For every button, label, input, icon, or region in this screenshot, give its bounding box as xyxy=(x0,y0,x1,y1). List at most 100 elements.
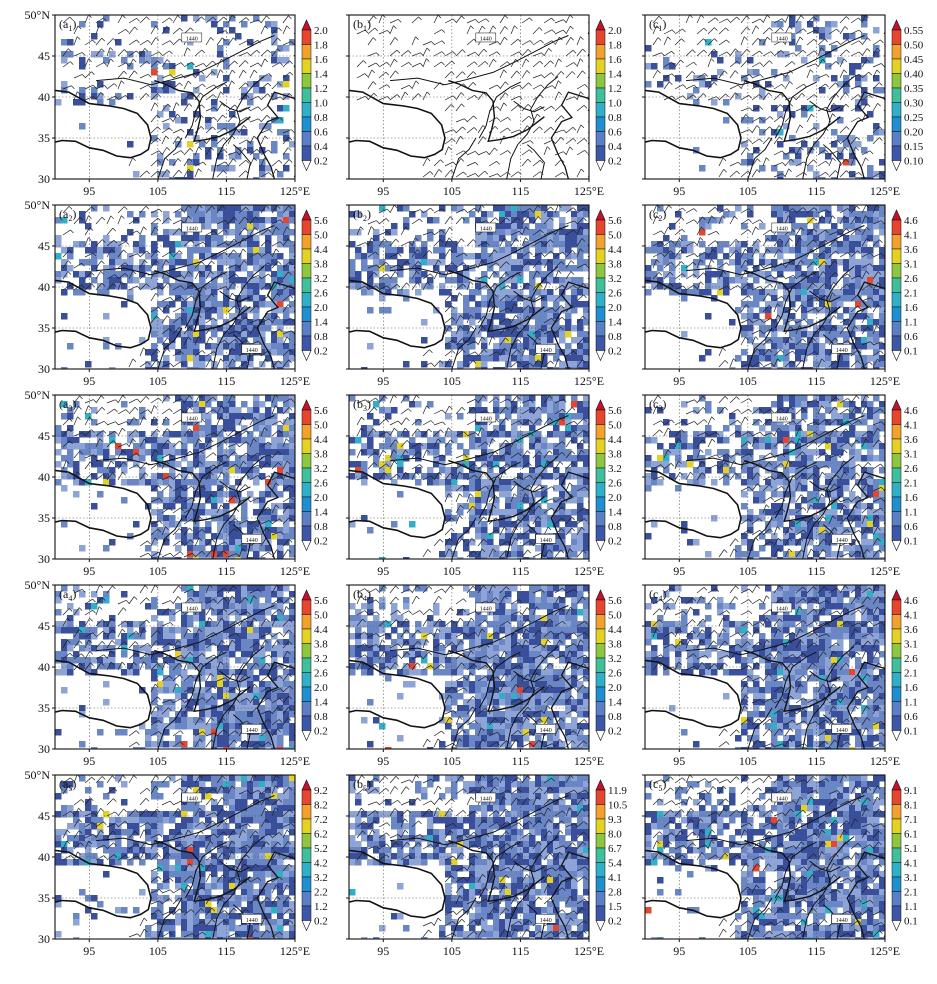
contour-label: 1440 xyxy=(480,606,492,612)
colorbar-tick-label: 2.6 xyxy=(608,288,622,300)
x-tick-label: 105 xyxy=(443,184,461,198)
x-tick-label: 125°E xyxy=(870,184,900,198)
colorbar-tick-label: 0.8 xyxy=(314,521,328,533)
x-tick-label: 95 xyxy=(673,184,685,198)
colorbar: 5.6 5.0 4.4 3.8 3.2 2.6 2.0 1.4 0.8 0.2 xyxy=(301,589,328,742)
x-tick-label: 95 xyxy=(83,564,95,578)
colorbar-tick-label: 3.2 xyxy=(608,273,622,285)
colorbar-tick-label: 1.1 xyxy=(904,317,918,329)
panel-label: (b5) xyxy=(353,777,371,793)
contour-label: 1440 xyxy=(186,36,198,42)
x-tick-label: 105 xyxy=(443,564,461,578)
x-tick-label: 105 xyxy=(739,374,757,388)
contour-label: 1440 xyxy=(186,416,198,422)
x-tick-label: 115 xyxy=(512,754,530,768)
wind-barbs xyxy=(652,205,885,368)
x-tick-label: 105 xyxy=(443,754,461,768)
panel-label: (b2) xyxy=(353,207,371,223)
plateau-outline xyxy=(55,469,152,539)
plateau-outline xyxy=(349,659,446,729)
colorbar-tick-label: 4.6 xyxy=(904,595,918,607)
colorbar: 5.6 5.0 4.4 3.8 3.2 2.6 2.0 1.4 0.8 0.2 xyxy=(595,589,622,742)
y-tick-label: 35 xyxy=(38,131,50,145)
colorbar-tick-label: 1.4 xyxy=(608,69,622,81)
x-tick-label: 105 xyxy=(739,944,757,958)
colorbar-tick-label: 3.6 xyxy=(904,244,918,256)
colorbar-tick-label: 8.1 xyxy=(904,800,918,812)
x-tick-label: 105 xyxy=(739,754,757,768)
colorbar-tick-label: 1.8 xyxy=(314,40,328,52)
colorbar-tick-label: 3.8 xyxy=(314,449,328,461)
colorbar-tick-label: 0.15 xyxy=(904,141,924,153)
x-tick-label: 125°E xyxy=(870,754,900,768)
map-panel-c2: 1440 1440 (c2) 95 105 115 125°E 4.6 4.1 3.6 3.1 2.6… xyxy=(642,204,918,388)
colorbar-tick-label: 3.2 xyxy=(314,273,328,285)
colorbar-tick-label: 3.8 xyxy=(314,639,328,651)
contour-label: 1440 xyxy=(540,728,552,734)
colorbar-tick-label: 4.4 xyxy=(314,244,328,256)
contour-label: 1440 xyxy=(836,348,848,354)
colorbar-tick-label: 0.6 xyxy=(904,521,918,533)
colorbar-tick-label: 1.2 xyxy=(314,83,328,95)
colorbar-tick-label: 1.5 xyxy=(608,901,622,913)
colorbar-tick-label: 2.6 xyxy=(314,668,328,680)
colorbar: 4.6 4.1 3.6 3.1 2.6 2.1 1.6 1.1 0.6 0.1 xyxy=(891,209,918,362)
plateau-outline xyxy=(645,849,742,919)
y-tick-label: 50°N xyxy=(25,578,51,592)
panel-label: (a2) xyxy=(59,207,76,223)
colorbar-tick-label: 4.6 xyxy=(904,215,918,227)
colorbar-tick-label: 0.8 xyxy=(608,711,622,723)
plateau-outline xyxy=(645,89,742,159)
colorbar-tick-label: 7.1 xyxy=(904,814,918,826)
colorbar-tick-label: 5.6 xyxy=(608,215,622,227)
colorbar-tick-label: 9.3 xyxy=(608,814,622,826)
contour-label: 1440 xyxy=(836,728,848,734)
colorbar-tick-label: 0.10 xyxy=(904,156,924,168)
y-tick-label: 40 xyxy=(38,90,50,104)
contour-label: 1440 xyxy=(776,796,788,802)
contour-label: 1440 xyxy=(246,538,258,544)
x-tick-label: 115 xyxy=(808,374,826,388)
colorbar-tick-label: 5.0 xyxy=(608,420,622,432)
colorbar-tick-label: 0.6 xyxy=(904,331,918,343)
colorbar-tick-label: 2.6 xyxy=(904,653,918,665)
colorbar: 5.6 5.0 4.4 3.8 3.2 2.6 2.0 1.4 0.8 0.2 xyxy=(595,209,622,362)
panel-label: (a1) xyxy=(59,17,76,33)
colorbar: 9.1 8.1 7.1 6.1 5.1 4.1 3.1 2.1 1.1 0.1 xyxy=(891,779,918,932)
colorbar-tick-label: 1.4 xyxy=(314,317,328,329)
colorbar-tick-label: 2.0 xyxy=(314,302,328,314)
contour-label: 1440 xyxy=(186,796,198,802)
colorbar-tick-label: 1.1 xyxy=(904,507,918,519)
x-tick-label: 95 xyxy=(377,944,389,958)
colorbar-tick-label: 6.7 xyxy=(608,843,622,855)
y-tick-label: 50°N xyxy=(25,198,51,212)
colorbar-tick-label: 3.2 xyxy=(608,653,622,665)
contour-label: 1440 xyxy=(480,36,492,42)
colorbar-tick-label: 3.6 xyxy=(904,624,918,636)
colorbar-tick-label: 2.2 xyxy=(314,887,328,899)
colorbar-tick-label: 1.2 xyxy=(608,83,622,95)
colorbar-tick-label: 0.2 xyxy=(314,726,328,738)
colorbar-tick-label: 2.0 xyxy=(608,682,622,694)
shaded-field: 1440 1440 xyxy=(55,585,295,749)
contour-label: 1440 xyxy=(246,348,258,354)
colorbar-tick-label: 4.4 xyxy=(608,244,622,256)
y-tick-label: 30 xyxy=(38,932,50,946)
shaded-field: 1440 1440 xyxy=(349,775,589,939)
colorbar: 5.6 5.0 4.4 3.8 3.2 2.6 2.0 1.4 0.8 0.2 xyxy=(301,399,328,552)
colorbar-tick-label: 0.1 xyxy=(904,726,918,738)
colorbar-tick-label: 1.4 xyxy=(608,317,622,329)
colorbar-tick-label: 2.1 xyxy=(904,887,918,899)
colorbar: 9.2 8.2 7.2 6.2 5.2 4.2 3.2 2.2 1.2 0.2 xyxy=(301,779,328,932)
x-tick-label: 105 xyxy=(739,184,757,198)
y-tick-label: 50°N xyxy=(25,388,51,402)
colorbar-tick-label: 2.0 xyxy=(314,682,328,694)
colorbar-tick-label: 0.2 xyxy=(314,156,328,168)
colorbar-tick-label: 1.4 xyxy=(608,697,622,709)
shaded-field: 1440 1440 xyxy=(645,205,885,369)
colorbar-tick-label: 0.20 xyxy=(904,127,924,139)
x-tick-label: 115 xyxy=(218,184,236,198)
x-tick-label: 125°E xyxy=(574,374,604,388)
map-panel-c5: 1440 1440 (c5) 95 105 115 125°E 9.1 8.1 7.1 6.1 5.1… xyxy=(642,774,918,958)
y-tick-label: 40 xyxy=(38,470,50,484)
